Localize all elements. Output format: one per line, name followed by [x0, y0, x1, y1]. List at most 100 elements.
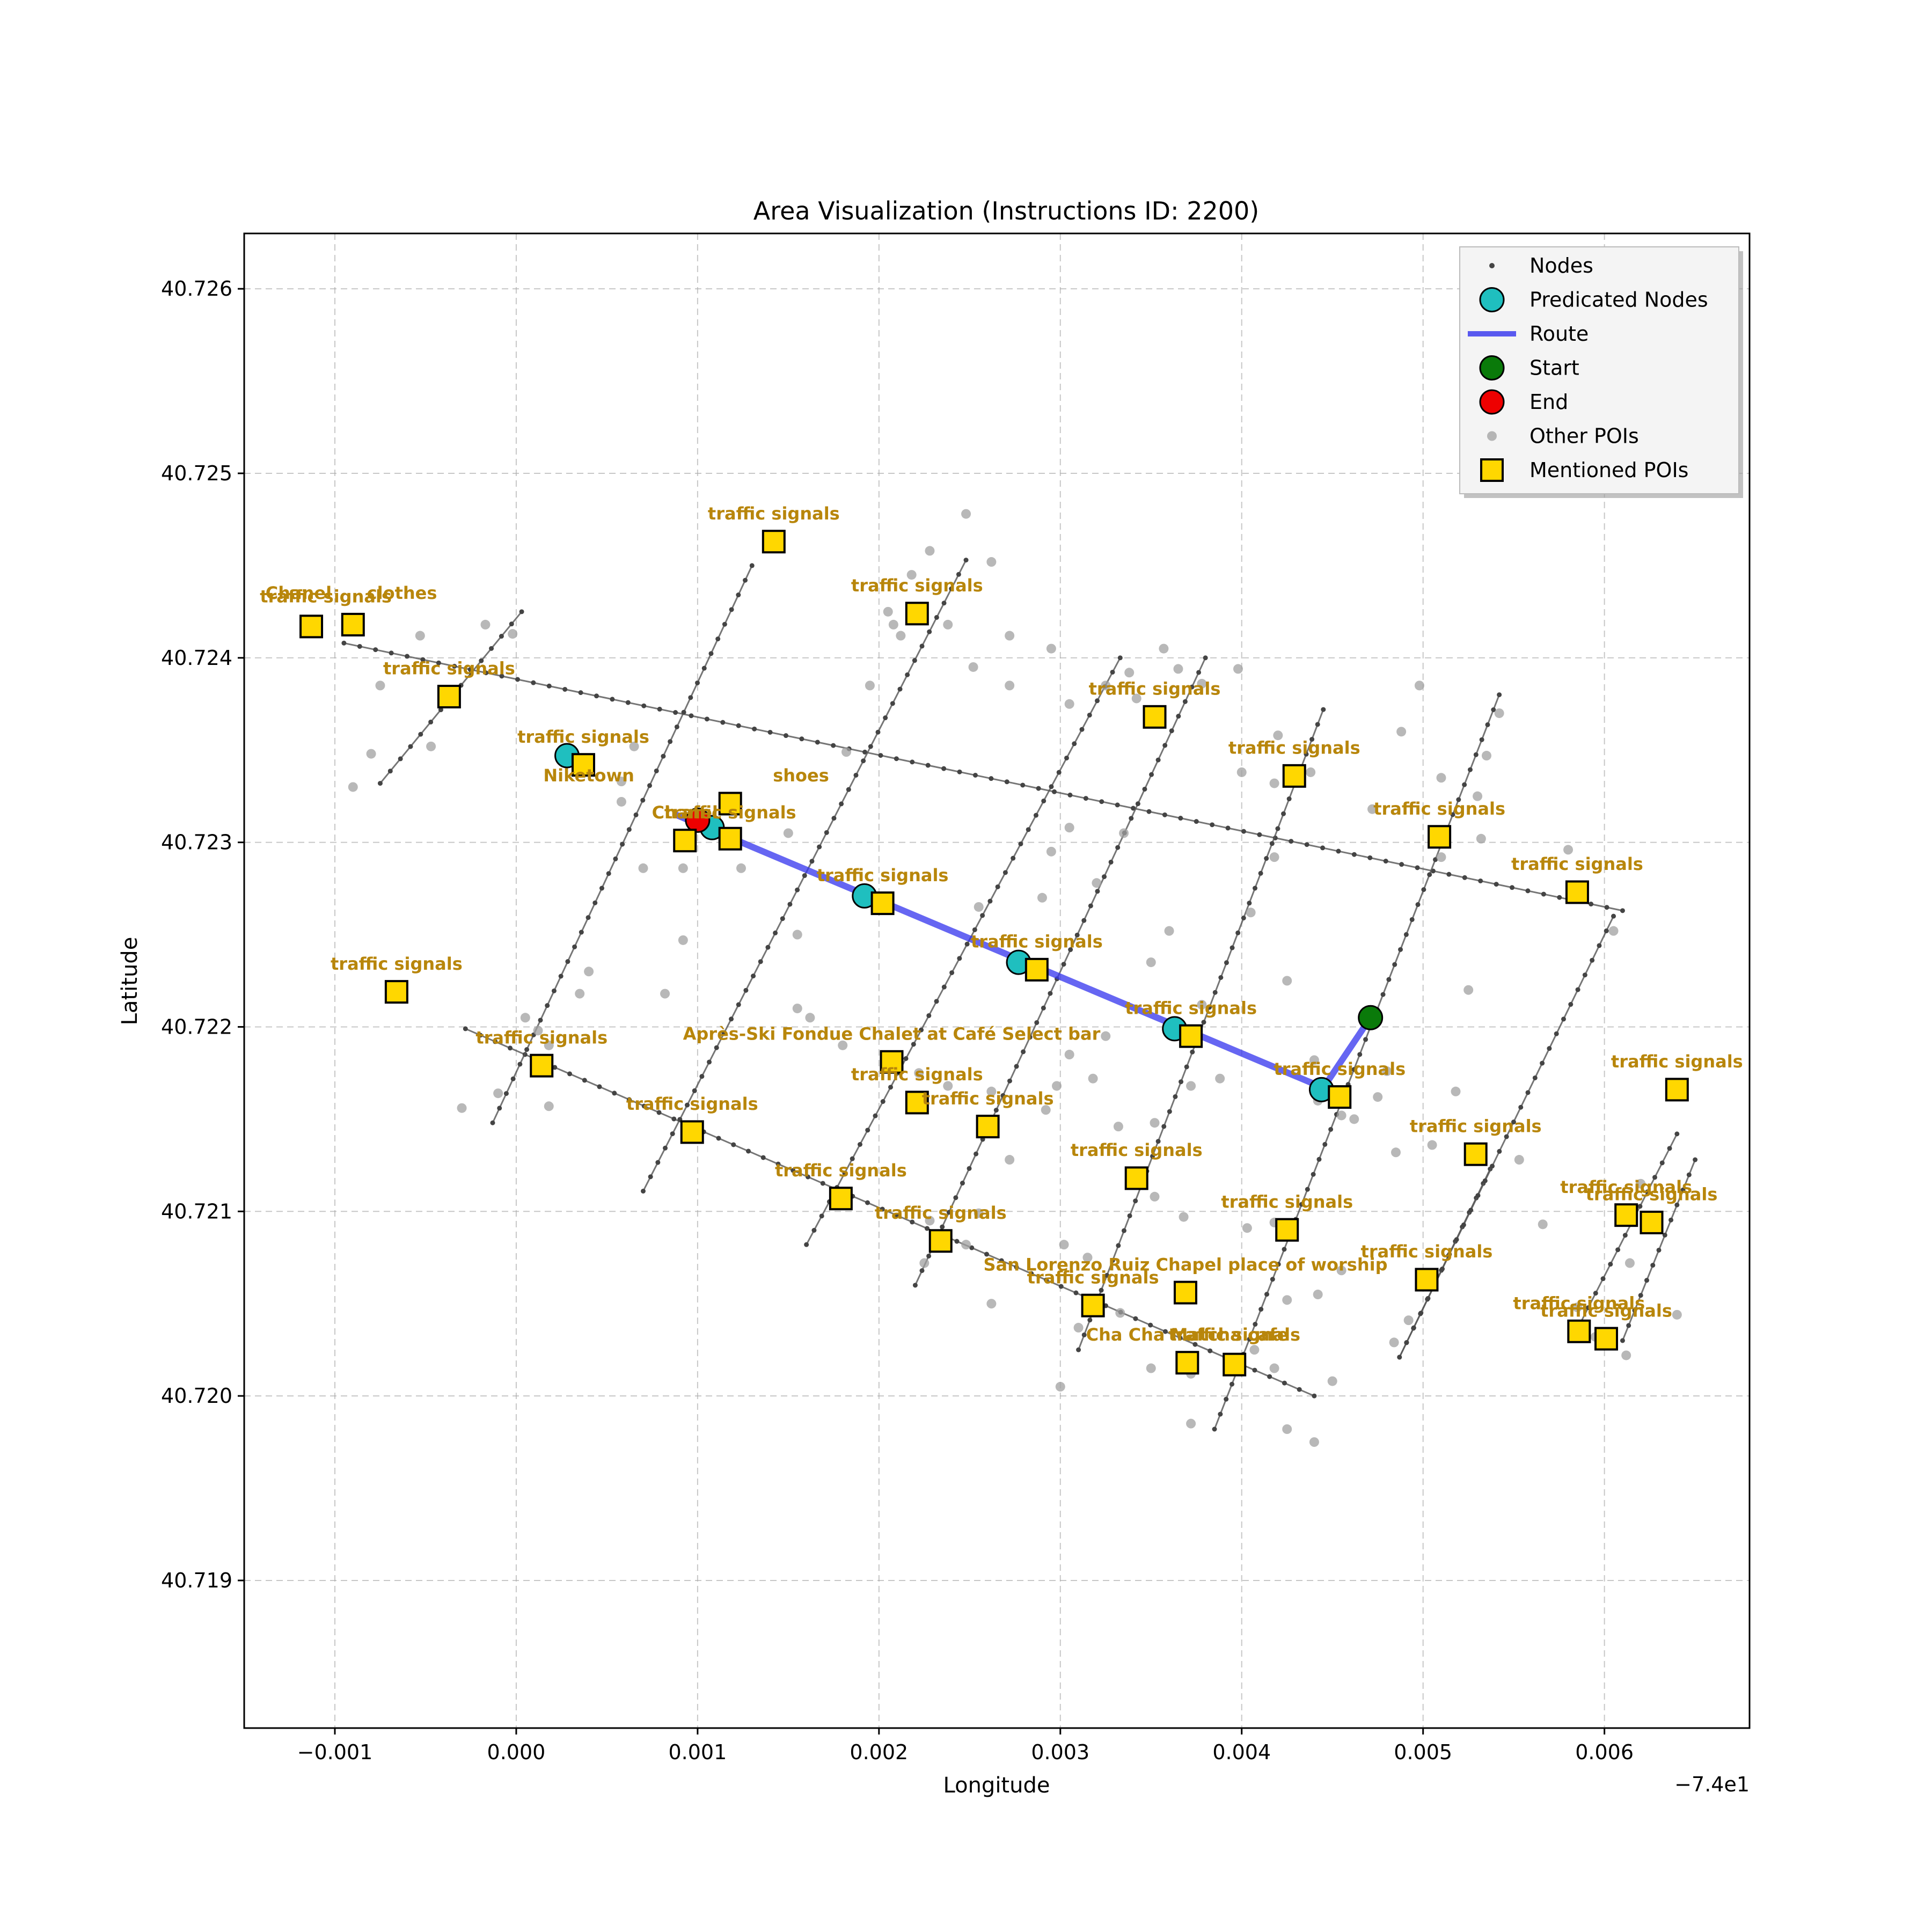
- node-point: [610, 697, 615, 702]
- node-point: [1067, 792, 1073, 797]
- poi-label: traffic signals: [1611, 1051, 1743, 1072]
- y-tick-label: 40.719: [161, 1569, 232, 1592]
- node-point: [964, 941, 970, 947]
- node-point: [1004, 779, 1009, 785]
- node-point: [1102, 874, 1107, 880]
- node-point: [758, 959, 763, 964]
- other-poi-point: [1414, 680, 1424, 691]
- node-point: [1135, 801, 1140, 807]
- mentioned-poi-marker: [680, 1120, 704, 1144]
- node-point: [767, 729, 773, 735]
- node-point: [1454, 1237, 1459, 1242]
- poi-label: traffic signals: [775, 1160, 907, 1181]
- node-point: [1020, 782, 1026, 788]
- poi-label: traffic signals: [1221, 1191, 1353, 1212]
- node-point: [1282, 1380, 1287, 1386]
- node-point: [452, 663, 457, 669]
- node-point: [1611, 913, 1616, 919]
- node-point: [857, 1141, 862, 1147]
- other-poi-point: [1046, 643, 1056, 654]
- node-point: [1072, 741, 1077, 747]
- legend-entry-label: Start: [1529, 356, 1579, 380]
- legend-start-swatch: [1479, 355, 1505, 380]
- node-point: [562, 686, 568, 692]
- poi-label: traffic signals: [475, 1027, 608, 1048]
- mentioned-poi-marker: [1640, 1210, 1664, 1234]
- other-poi-point: [584, 967, 594, 977]
- node-point: [1312, 1393, 1317, 1399]
- node-point: [1367, 855, 1373, 860]
- poi-label: traffic signals: [383, 658, 515, 679]
- legend-end-swatch: [1479, 389, 1505, 415]
- node-point: [674, 724, 679, 729]
- node-point: [1224, 1396, 1229, 1402]
- node-point: [1399, 862, 1404, 867]
- node-point: [398, 756, 403, 762]
- node-point: [1224, 960, 1229, 965]
- legend-mentioned-swatch: [1480, 458, 1504, 482]
- other-poi-point: [1391, 1147, 1401, 1158]
- other-poi-point: [1119, 828, 1129, 838]
- poi-label: traffic signals: [1361, 1241, 1493, 1262]
- node-point: [1622, 1233, 1628, 1238]
- node-point: [699, 1074, 705, 1079]
- other-poi-point: [1073, 1322, 1084, 1333]
- node-point: [1282, 1247, 1287, 1252]
- node-point: [704, 716, 709, 722]
- node-point: [878, 753, 883, 758]
- node-point: [670, 1131, 675, 1137]
- node-point: [503, 1091, 509, 1096]
- node-point: [1540, 1060, 1545, 1066]
- other-poi-point: [1064, 699, 1074, 709]
- node-point: [1099, 799, 1104, 804]
- node-point: [463, 1026, 468, 1031]
- node-point: [765, 945, 771, 950]
- node-point: [802, 873, 807, 879]
- node-point: [1201, 1020, 1206, 1025]
- other-poi-point: [480, 619, 491, 630]
- node-point: [405, 654, 410, 659]
- other-poi-point: [1037, 892, 1047, 903]
- mentioned-poi-marker: [870, 891, 895, 916]
- node-point: [1036, 786, 1041, 791]
- mentioned-poi-marker: [762, 530, 786, 554]
- node-point: [1315, 722, 1320, 727]
- x-tick-label: 0.000: [487, 1740, 546, 1764]
- node-point: [799, 736, 804, 742]
- node-point: [1554, 1031, 1559, 1036]
- node-point: [1659, 1160, 1665, 1166]
- node-point: [708, 651, 714, 656]
- mentioned-poi-marker: [673, 829, 697, 853]
- node-point: [1582, 972, 1587, 978]
- other-poi-point: [1309, 1437, 1319, 1447]
- node-point: [780, 916, 785, 921]
- legend-nodes-swatch: [1489, 263, 1495, 268]
- poi-label: traffic signals: [1410, 1116, 1542, 1136]
- poi-label: Cha Cha Matcha cafe: [1086, 1324, 1289, 1345]
- node-point: [1351, 852, 1357, 857]
- poi-label: traffic signals: [1274, 1059, 1406, 1079]
- node-point: [1212, 990, 1218, 995]
- x-tick-label: 0.001: [668, 1740, 727, 1764]
- other-poi-point: [896, 631, 906, 641]
- other-poi-point: [1282, 1424, 1292, 1434]
- node-point: [1173, 1094, 1178, 1099]
- node-point: [1176, 714, 1181, 719]
- node-point: [809, 859, 815, 864]
- poi-label: Chanel: [652, 802, 718, 823]
- node-point: [987, 898, 993, 904]
- node-point: [974, 1151, 979, 1157]
- node-point: [1532, 1075, 1538, 1080]
- node-point: [1299, 1202, 1304, 1207]
- start-marker: [1358, 1005, 1384, 1030]
- other-poi-point: [961, 1240, 971, 1250]
- node-point: [1275, 826, 1280, 831]
- node-point: [831, 743, 836, 748]
- node-point: [707, 1059, 712, 1065]
- node-point: [791, 1168, 796, 1173]
- node-point: [1095, 889, 1100, 894]
- node-point: [551, 988, 557, 993]
- poi-label: traffic signals: [817, 865, 949, 885]
- node-point: [436, 660, 441, 665]
- node-point: [1281, 811, 1286, 816]
